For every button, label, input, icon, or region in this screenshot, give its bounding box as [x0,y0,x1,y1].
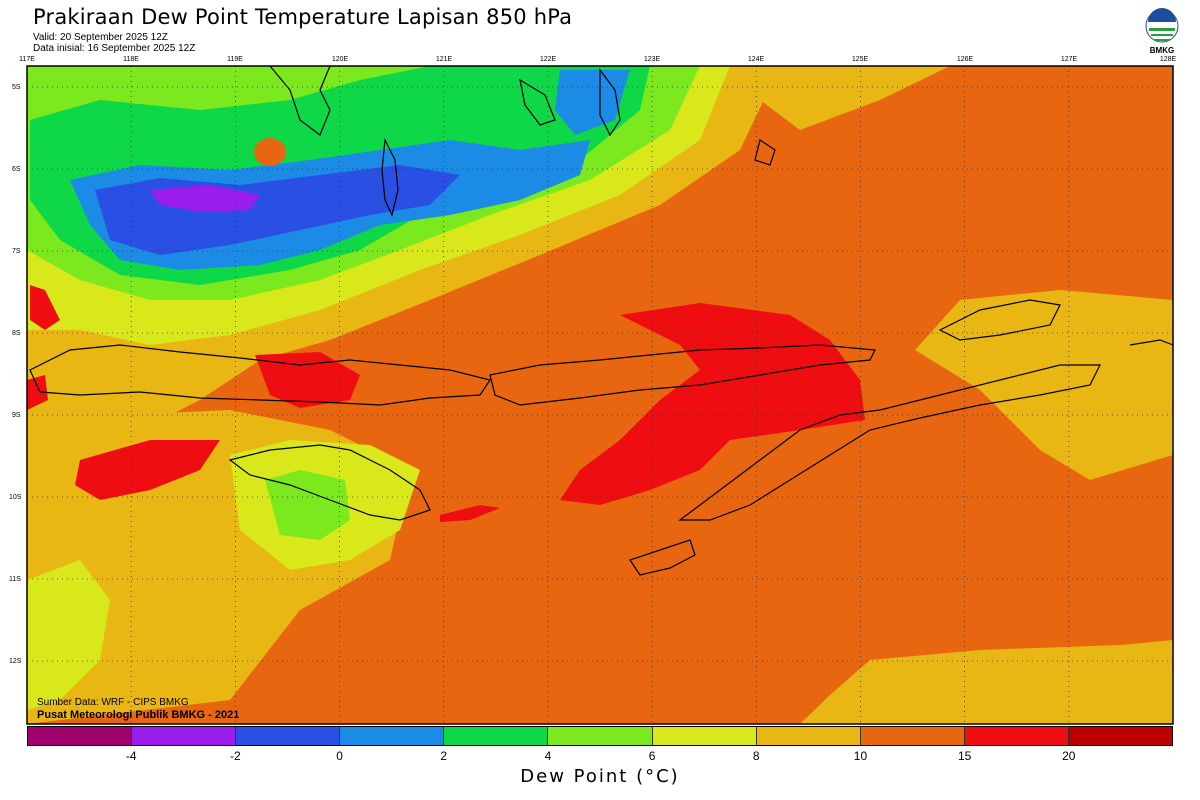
contour-8-10-southeast [800,640,1173,724]
lat-tick-8s: 8S [12,330,21,337]
lon-tick-127: 127E [1061,56,1078,63]
colorbar [27,726,1173,746]
contour-4-6-south [265,470,350,540]
coastline-flores [489,344,876,406]
coastline-sumba [228,444,431,521]
contour-warm-pocket [254,138,286,166]
colorbar-segment-8 [860,727,965,745]
colorbar-tick-label: 4 [544,749,552,763]
lat-tick-5s: 5S [12,84,21,91]
colorbar-segment-10 [1068,727,1173,745]
coastline-selayar [381,137,399,217]
contour-15-20-south [440,505,500,522]
lat-tick-11s: 11S [9,576,21,583]
bmkg-logo-text: BMKG [1149,46,1175,55]
lon-tick-124: 124E [748,56,765,63]
contour-15-20-sw-coast [27,375,48,410]
coastlines [29,65,1174,576]
map-title: Prakiraan Dew Point Temperature Lapisan … [33,5,573,29]
contour-neg4-neg2 [150,185,260,212]
colorbar-segment-7 [756,727,861,745]
coastline-sw-timor-islands [1129,339,1174,346]
contour-15-20-west [75,440,220,500]
colorbar-labels: -4 -2 0 2 4 6 8 10 15 20 [27,749,1173,765]
bmkg-logo: BMKG [1144,8,1180,58]
gridlines [27,66,1173,724]
contour-6-8-west [27,560,110,710]
lat-tick-6s: 6S [12,166,21,173]
colorbar-segment-1 [132,727,237,745]
coastline-sulawesi-south [269,65,331,136]
colorbar-tick-label: 20 [1062,749,1076,763]
colorbar-tick-label: -2 [230,749,241,763]
colorbar-segment-6 [652,727,757,745]
lon-tick-121: 121E [436,56,453,63]
valid-time: Valid: 20 September 2025 12Z [33,32,168,43]
contour-15-20-east [560,303,865,505]
coastline-rote [629,539,696,576]
colorbar-segment-5 [548,727,653,745]
colorbar-tick-label: 10 [853,749,868,763]
lon-tick-118: 118E [123,56,139,63]
lon-tick-120: 120E [332,56,349,63]
colorbar-tick-label: 6 [648,749,656,763]
colorbar-tick-label: -4 [125,749,137,763]
data-source: Sumber Data: WRF - CIPS BMKG [37,697,189,708]
lon-tick-117: 117E [19,56,35,63]
lon-tick-119: 119E [227,56,243,63]
map-field [27,66,1173,724]
map-frame [26,65,1174,725]
lon-tick-125: 125E [852,56,869,63]
lat-tick-7s: 7S [12,248,21,255]
colorbar-tick-label: 0 [336,749,343,763]
lat-tick-labels: 5S 6S 7S 8S 9S 10S 11S 12S [9,84,22,665]
lon-tick-122: 122E [540,56,557,63]
colorbar-segment-2 [236,727,341,745]
contour-0-2-north [555,70,630,135]
colorbar-segment-3 [340,727,445,745]
colorbar-segment-0 [28,727,133,745]
coastline-lembata [754,139,776,166]
lon-tick-128: 128E [1160,56,1177,63]
colorbar-segment-9 [964,727,1069,745]
lon-tick-labels: 117E 118E 119E 120E 121E 122E 123E 124E … [19,56,1176,63]
coastline-wetar [938,299,1061,341]
publisher: Pusat Meteorologi Publik BMKG - 2021 [37,709,240,721]
contour-15-20-lombok [255,352,360,408]
lat-tick-9s: 9S [12,412,21,419]
coastline-north-islands [519,78,556,126]
coastline-sumbawa-lombok [29,344,491,406]
contour-15-20-far-west [30,285,60,330]
colorbar-tick-label: 8 [752,749,760,763]
colorbar-tick-label: 2 [440,749,448,763]
lon-tick-123: 123E [644,56,661,63]
init-time: Data inisial: 16 September 2025 12Z [33,43,196,54]
lat-tick-12s: 12S [9,658,22,665]
colorbar-tick-label: 15 [957,749,972,763]
lat-tick-10s: 10S [9,494,22,501]
coastline-timor [678,364,1101,521]
lon-tick-126: 126E [957,56,974,63]
colorbar-axis-label: Dew Point (°C) [520,766,680,787]
colorbar-segment-4 [444,727,549,745]
contour-8-10-northeast [760,66,950,130]
bmkg-logo-icon [1145,8,1179,43]
